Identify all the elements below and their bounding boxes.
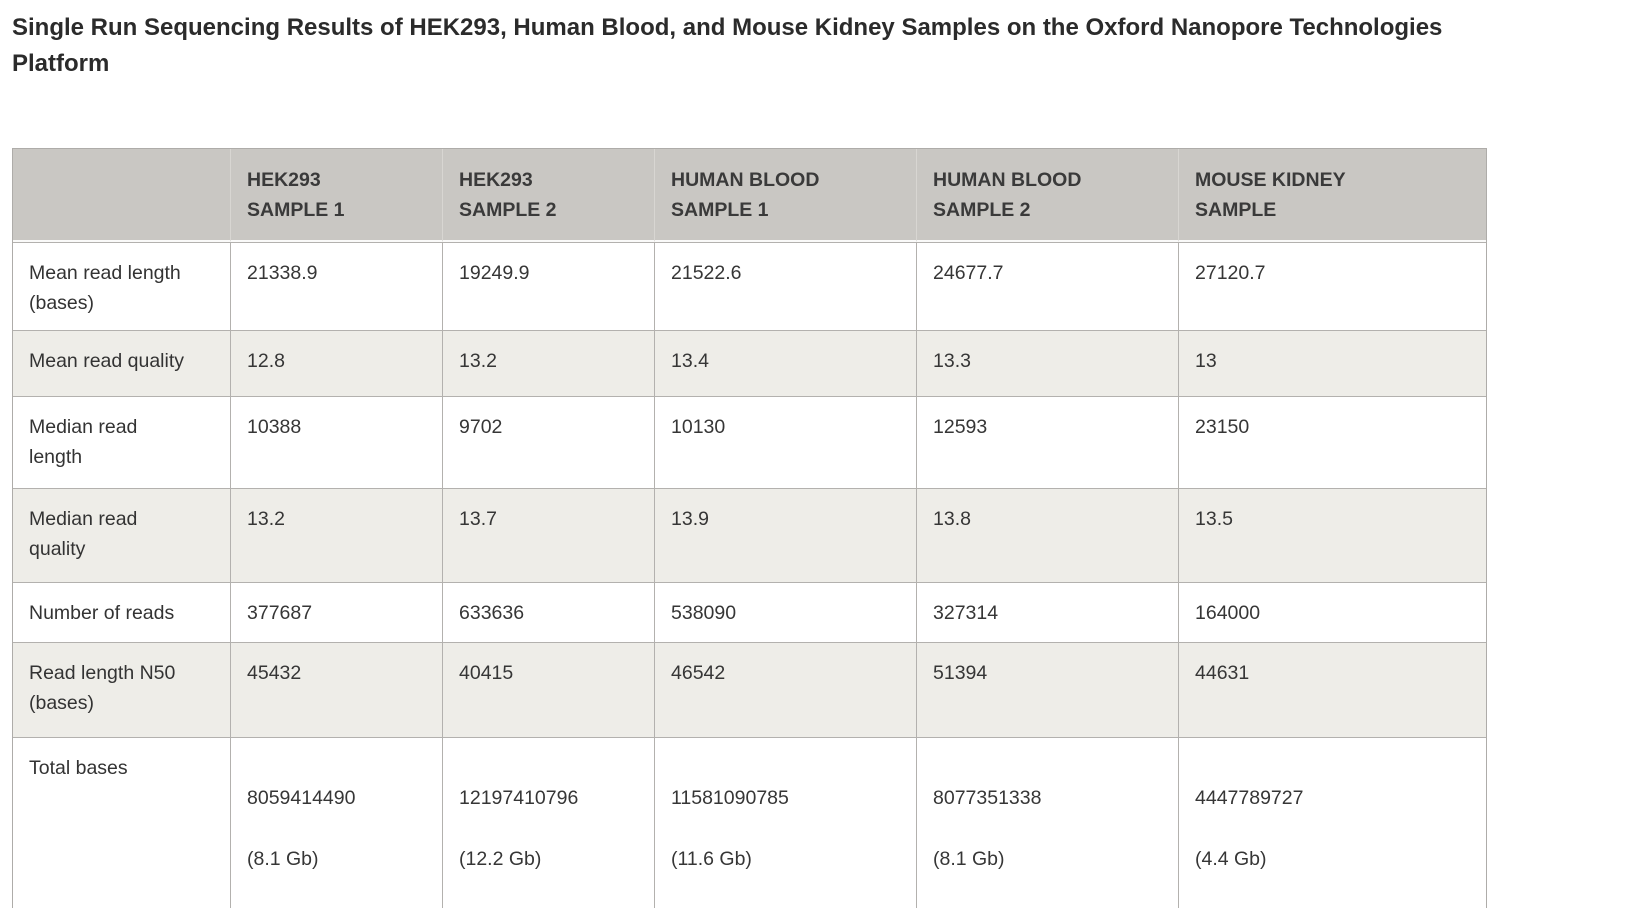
data-cell: 327314 [917, 582, 1179, 642]
cell-value: 44631 [1195, 662, 1250, 684]
cell-value: 12.8 [247, 350, 285, 372]
table-row-number-of-reads: Number of reads 377687 633636 538090 327… [13, 582, 1486, 642]
cell-value: 24677.7 [933, 262, 1004, 284]
data-cell: 12593 [917, 396, 1179, 488]
cell-value: 8077351338 [933, 787, 1042, 810]
table-row-mean-read-length: Mean read length (bases) 21338.9 19249.9… [13, 242, 1486, 330]
cell-value: 13.2 [459, 350, 497, 372]
cell-value: 19249.9 [459, 262, 530, 284]
data-cell: 4447789727 (4.4 Gb) [1179, 737, 1486, 908]
cell-value: 40415 [459, 662, 514, 684]
cell-value: 46542 [671, 662, 726, 684]
data-cell: 13.4 [655, 330, 917, 396]
cell-value: 13.9 [671, 508, 709, 530]
data-cell: 633636 [443, 582, 655, 642]
data-cell: 10388 [231, 396, 443, 488]
cell-subvalue: (12.2 Gb) [459, 847, 542, 870]
data-cell: 19249.9 [443, 242, 655, 330]
data-cell: 11581090785 (11.6 Gb) [655, 737, 917, 908]
data-cell: 24677.7 [917, 242, 1179, 330]
data-cell: 23150 [1179, 396, 1486, 488]
row-label-cell: Median read quality [13, 488, 231, 582]
row-label-cell: Median read length [13, 396, 231, 488]
data-cell: 10130 [655, 396, 917, 488]
cell-subvalue: (11.6 Gb) [671, 847, 752, 870]
sequencing-results-table: HEK293 SAMPLE 1 HEK293 SAMPLE 2 HUMAN BL… [12, 148, 1487, 908]
cell-value: 9702 [459, 416, 503, 438]
cell-value: 538090 [671, 602, 737, 624]
cell-value: 27120.7 [1195, 262, 1266, 284]
table-row-median-read-quality: Median read quality 13.2 13.7 13.9 13.8 … [13, 488, 1486, 582]
cell-value: 4447789727 [1195, 787, 1304, 810]
data-cell: 13.9 [655, 488, 917, 582]
data-cell: 538090 [655, 582, 917, 642]
data-cell: 40415 [443, 642, 655, 737]
row-label-cell: Read length N50 (bases) [13, 642, 231, 737]
data-cell: 21522.6 [655, 242, 917, 330]
row-label-cell: Number of reads [13, 582, 231, 642]
data-cell: 377687 [231, 582, 443, 642]
data-cell: 13.2 [231, 488, 443, 582]
data-cell: 12.8 [231, 330, 443, 396]
data-cell: 8059414490 (8.1 Gb) [231, 737, 443, 908]
data-cell: 12197410796 (12.2 Gb) [443, 737, 655, 908]
column-header-human-blood-sample-2: HUMAN BLOOD SAMPLE 2 [917, 149, 1179, 242]
cell-value: 12197410796 [459, 787, 579, 810]
cell-value: 45432 [247, 662, 302, 684]
column-header-hek293-sample-1: HEK293 SAMPLE 1 [231, 149, 443, 242]
cell-value: 13.3 [933, 350, 971, 372]
data-cell: 21338.9 [231, 242, 443, 330]
row-label-cell: Total bases [13, 737, 231, 908]
cell-value: 11581090785 [671, 787, 789, 810]
cell-value: 21338.9 [247, 262, 318, 284]
table-row-read-length-n50: Read length N50 (bases) 45432 40415 4654… [13, 642, 1486, 737]
cell-value: 377687 [247, 602, 313, 624]
data-cell: 13.2 [443, 330, 655, 396]
cell-value: 13.2 [247, 508, 285, 530]
cell-value: 10130 [671, 416, 726, 438]
data-cell: 45432 [231, 642, 443, 737]
data-cell: 13.3 [917, 330, 1179, 396]
data-cell: 44631 [1179, 642, 1486, 737]
table-row-mean-read-quality: Mean read quality 12.8 13.2 13.4 13.3 13 [13, 330, 1486, 396]
row-label-cell: Mean read length (bases) [13, 242, 231, 330]
data-cell: 8077351338 (8.1 Gb) [917, 737, 1179, 908]
table-row-median-read-length: Median read length 10388 9702 10130 1259… [13, 396, 1486, 488]
data-cell: 164000 [1179, 582, 1486, 642]
cell-subvalue: (8.1 Gb) [933, 847, 1005, 870]
cell-value: 8059414490 [247, 787, 356, 810]
data-cell: 27120.7 [1179, 242, 1486, 330]
cell-value: 12593 [933, 416, 988, 438]
data-cell: 13.8 [917, 488, 1179, 582]
data-cell: 13 [1179, 330, 1486, 396]
cell-value: 13.4 [671, 350, 709, 372]
data-cell: 9702 [443, 396, 655, 488]
column-header-empty [13, 149, 231, 242]
cell-value: 23150 [1195, 416, 1250, 438]
cell-value: 10388 [247, 416, 302, 438]
cell-value: 51394 [933, 662, 988, 684]
column-header-hek293-sample-2: HEK293 SAMPLE 2 [443, 149, 655, 242]
cell-value: 13.7 [459, 508, 497, 530]
cell-subvalue: (8.1 Gb) [247, 847, 319, 870]
data-cell: 13.5 [1179, 488, 1486, 582]
table-row-total-bases: Total bases 8059414490 (8.1 Gb) 12197410… [13, 737, 1486, 908]
column-header-human-blood-sample-1: HUMAN BLOOD SAMPLE 1 [655, 149, 917, 242]
data-cell: 51394 [917, 642, 1179, 737]
cell-value: 164000 [1195, 602, 1261, 624]
column-header-mouse-kidney-sample: MOUSE KIDNEY SAMPLE [1179, 149, 1486, 242]
data-cell: 13.7 [443, 488, 655, 582]
cell-value: 633636 [459, 602, 525, 624]
cell-value: 13.5 [1195, 508, 1233, 530]
table-header-row: HEK293 SAMPLE 1 HEK293 SAMPLE 2 HUMAN BL… [13, 149, 1486, 242]
cell-subvalue: (4.4 Gb) [1195, 847, 1267, 870]
cell-value: 21522.6 [671, 262, 742, 284]
cell-value: 13 [1195, 350, 1217, 372]
data-cell: 46542 [655, 642, 917, 737]
page-title: Single Run Sequencing Results of HEK293,… [12, 14, 1443, 77]
row-label-cell: Mean read quality [13, 330, 231, 396]
cell-value: 13.8 [933, 508, 971, 530]
cell-value: 327314 [933, 602, 999, 624]
